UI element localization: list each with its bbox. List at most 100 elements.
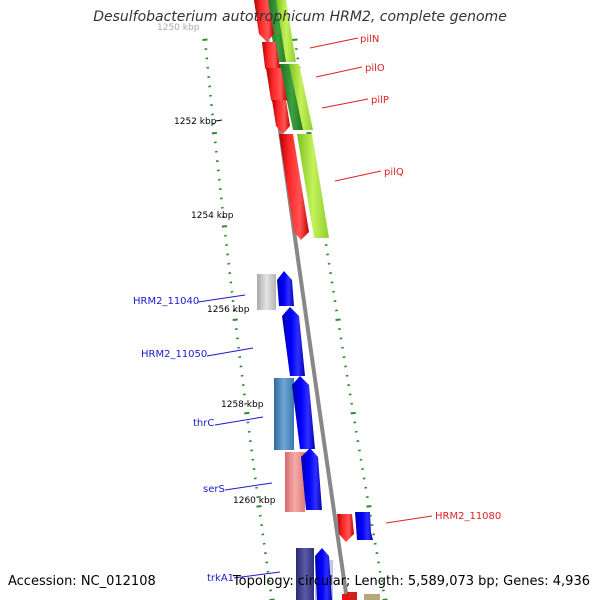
tick-mark [224,234,227,237]
tick-mark [239,365,243,368]
tick-mark [266,570,270,573]
cds-arrow-trkA1 [315,548,332,600]
tick-mark [348,393,352,396]
leader-line-serS [224,482,273,491]
tick-mark [216,169,220,172]
tick-mark [354,430,358,433]
tick-mark [209,94,212,97]
tick-mark [380,580,384,583]
kbp-label: 1258 kbp [221,400,264,410]
gene-label-pilP[interactable]: pilP [371,95,389,106]
tick-mark [256,496,260,499]
tick-mark [205,57,209,60]
tick-mark [210,104,213,107]
gene-label-hrm2-11040[interactable]: HRM2_11040 [133,296,199,307]
cds-arrow-pilN [254,0,274,42]
tick-mark [353,421,357,424]
kbp-scale: 1250 kbp 1252 kbp 1254 kbp 1256 kbp 1258… [157,23,276,506]
leader-line-pilQ [334,170,382,182]
tick-mark [206,66,210,69]
gene-label-pilQ[interactable]: pilQ [384,167,404,178]
tick-mark [218,188,222,191]
cog-block-bottom-a [347,592,357,600]
cog-block-trkA1 [296,548,314,600]
leader-line-hrm2-11040 [197,294,246,303]
tick-mark [220,206,224,209]
tick-mark [330,281,334,284]
tick-mark [262,542,266,545]
tick-mark [232,318,238,321]
gene-label-hrm2-11080[interactable]: HRM2_11080 [435,511,501,522]
tick-mark [264,552,267,555]
tick-mark [237,346,241,349]
cog-block-pilO-outer [289,64,313,130]
tick-mark [350,411,356,415]
tick-mark [244,411,250,415]
cds-arrow-serS [301,448,322,510]
leader-line-hrm2-11050 [206,347,254,357]
tick-mark [381,589,385,592]
tick-mark [292,38,298,41]
tick-mark [324,244,328,247]
tick-mark [202,38,208,41]
tick-mark [370,524,374,527]
tick-mark [211,131,217,135]
tick-mark [247,430,251,433]
gene-label-thrC[interactable]: thrC [193,418,214,429]
tick-mark [329,272,332,275]
tick-mark [306,131,312,135]
tick-mark [260,524,263,527]
cog-block-thrC [274,378,294,450]
tick-mark [221,216,225,219]
tick-mark [333,300,337,303]
tick-mark [366,505,372,508]
gene-label-hrm2-11050[interactable]: HRM2_11050 [141,349,207,360]
tick-mark [347,384,351,387]
tick-mark [344,365,347,368]
gene-labels: pilN pilO pilP pilQ HRM2_11040 HRM2_1105… [133,34,501,584]
tick-mark [252,468,256,471]
tick-mark [339,337,343,340]
tick-mark [327,262,331,265]
gene-label-pilO[interactable]: pilO [365,63,385,74]
tick-mark [364,486,368,489]
genome-summary: Topology: circular; Length: 5,589,073 bp… [232,574,590,589]
tick-mark [251,458,255,461]
cds-arrow-hrm2-11040 [277,271,294,306]
kbp-label: 1250 kbp [157,23,200,33]
tick-mark [226,253,230,256]
cds-arrow-hrm2-11080-a [337,514,354,542]
tick-mark [238,356,242,359]
tick-mark [234,328,238,331]
tick-mark [217,178,221,181]
tick-mark [326,253,330,256]
tick-mark [335,318,341,321]
cds-arrow-bottom [342,594,350,600]
tick-mark [230,290,234,293]
tick-mark [358,449,361,452]
tick-mark [240,374,244,377]
tick-mark [211,113,214,116]
tick-mark [365,496,369,499]
gene-label-serS[interactable]: serS [203,484,225,495]
gene-label-trkA1[interactable]: trkA1 [207,573,234,584]
tick-mark [341,346,344,349]
gene-label-pilN[interactable]: pilN [360,34,379,45]
map-title: Desulfobacterium autotrophicum HRM2, com… [93,9,507,25]
tick-mark [265,561,269,564]
leader-line-thrC [214,416,264,426]
cog-block-pilN-outer [276,0,296,62]
tick-mark [227,262,231,265]
tick-mark [221,225,228,228]
tick-mark [248,440,252,443]
kbp-tick [215,119,223,122]
cds-arrow-pilO [262,42,280,76]
tick-mark [243,393,246,396]
tick-mark [269,589,273,592]
tick-mark [236,337,239,340]
kbp-label: 1252 kbp [174,117,217,127]
tick-mark [219,197,223,200]
tick-mark [294,48,298,51]
cog-block-hrm2-11040 [257,274,276,310]
tick-mark [356,440,360,443]
